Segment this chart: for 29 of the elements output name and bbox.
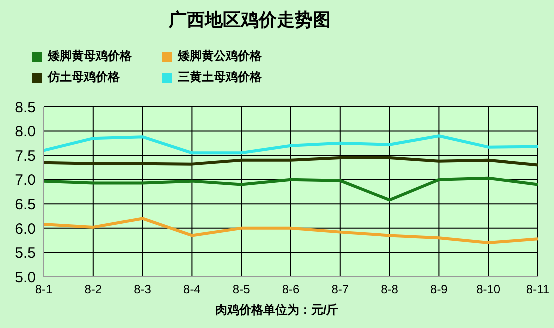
chart-title: 广西地区鸡价走势图	[168, 9, 332, 32]
line-series	[42, 156, 540, 167]
legend-label: 仿土母鸡价格	[48, 69, 120, 86]
legend-label: 矮脚黄公鸡价格	[178, 48, 262, 65]
line-series	[42, 217, 540, 244]
y-tick-label: 5.0	[15, 269, 36, 286]
legend-label: 三黄土母鸡价格	[178, 69, 262, 86]
x-tick-label: 8-5	[232, 282, 251, 297]
x-tick-label: 8-2	[84, 282, 102, 297]
y-tick-label: 7.0	[15, 172, 36, 190]
y-tick-label: 5.5	[15, 245, 36, 262]
y-tick-label: 6.5	[15, 196, 36, 214]
x-tick-label: 8-7	[332, 282, 350, 297]
x-tick-label: 8-10	[476, 282, 501, 297]
x-tick-label: 8-4	[184, 282, 202, 297]
text: 肉鸡价格单位为：元/斤	[214, 302, 340, 319]
y-tick-label: 8.0	[15, 124, 36, 141]
y-tick-label: 7.5	[15, 148, 36, 165]
x-tick-label: 8-1	[35, 282, 53, 297]
x-tick-label: 8-11	[526, 282, 550, 297]
line-series	[42, 176, 540, 202]
legend-label: 矮脚黄母鸡价格	[48, 48, 132, 65]
x-tick-label: 8-9	[430, 282, 448, 297]
y-tick-label: 6.0	[15, 220, 36, 238]
line-series	[42, 134, 540, 155]
x-tick-label: 8-3	[134, 282, 152, 297]
x-tick-label: 8-8	[381, 282, 399, 297]
x-tick-label: 8-6	[282, 282, 300, 297]
y-tick-label: 8.5	[15, 99, 36, 116]
